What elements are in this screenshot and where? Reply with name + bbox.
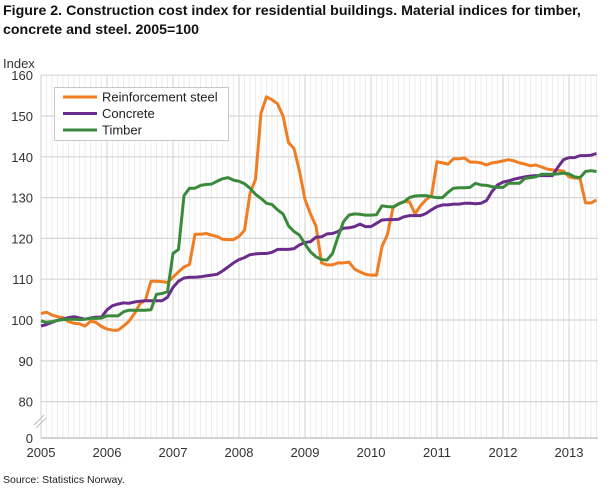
axis-break-mark [33, 414, 45, 426]
x-tick-label: 2007 [159, 445, 188, 460]
y-tick-label: 130 [11, 191, 33, 206]
y-tick-label: 80 [19, 395, 33, 410]
x-tick-label: 2010 [357, 445, 386, 460]
y-tick-label: 110 [12, 272, 33, 287]
legend-label: Reinforcement steel [102, 90, 218, 105]
chart-title: Figure 2. Construction cost index for re… [3, 3, 581, 38]
series-lines [40, 95, 598, 332]
series-line-reinforcement-steel [40, 95, 598, 332]
y-tick-label: 140 [11, 150, 33, 165]
y-tick-label: 100 [11, 313, 33, 328]
x-tick-label: 2005 [27, 445, 56, 460]
axes: 0 80 90 100 110 120 130 140 150 160 2005 2006 2007 20… [11, 68, 598, 460]
y-axis-label: Index [3, 56, 35, 71]
y-tick-label: 160 [11, 68, 33, 83]
y-tick-label: 0 [26, 431, 33, 446]
y-tick-label: 150 [11, 109, 33, 124]
series-line-timber [40, 169, 597, 324]
x-tick-label: 2008 [225, 445, 254, 460]
y-tick-label: 120 [11, 231, 33, 246]
axis-break-mark [35, 417, 47, 429]
series-line-concrete [40, 152, 597, 328]
x-tick-label: 2013 [555, 445, 584, 460]
x-tick-label: 2006 [93, 445, 122, 460]
x-tick-label: 2009 [291, 445, 320, 460]
source-note: Source: Statistics Norway. [3, 474, 125, 486]
x-tick-label: 2011 [423, 445, 451, 460]
x-tick-label: 2012 [489, 445, 518, 460]
legend-label: Concrete [102, 106, 155, 121]
legend-label: Timber [102, 123, 143, 138]
y-tick-label: 90 [19, 354, 33, 369]
